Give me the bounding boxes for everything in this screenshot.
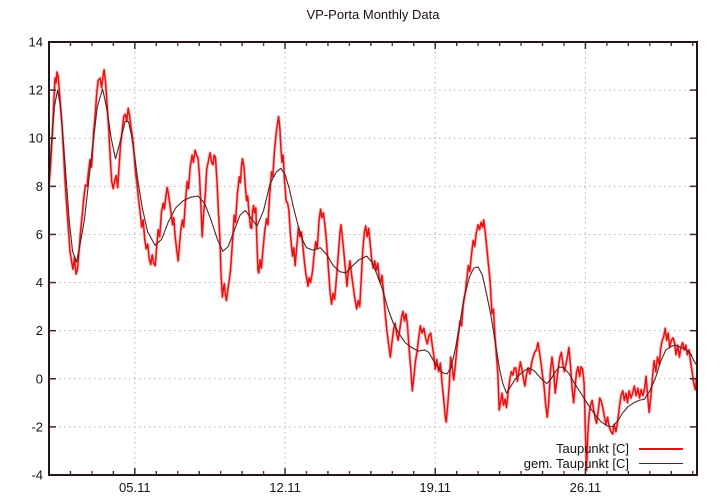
x-tick-label: 26.11: [570, 480, 602, 495]
y-tick-label: 12: [29, 83, 43, 98]
legend-row-gem-taupunkt: gem. Taupunkt [C]: [524, 456, 683, 471]
legend: Taupunkt [C] gem. Taupunkt [C]: [524, 441, 683, 471]
legend-line-gem-taupunkt: [639, 463, 683, 464]
data-series: [49, 68, 697, 472]
x-tick-label: 05.11: [119, 480, 151, 495]
plot-border: [48, 41, 698, 476]
y-tick-label: 0: [36, 371, 43, 386]
legend-label-taupunkt: Taupunkt [C]: [556, 441, 629, 456]
series-taupunkt: [49, 68, 697, 471]
y-tick-label: -4: [31, 468, 43, 483]
series-gem-taupunkt: [49, 88, 697, 428]
legend-line-taupunkt: [639, 447, 683, 450]
x-tick-label: 19.11: [419, 480, 451, 495]
y-tick-labels: -4 -2 0 2 4 6 8 10 12 14: [29, 35, 43, 483]
y-tick-label: 6: [36, 227, 43, 242]
legend-label-gem-taupunkt: gem. Taupunkt [C]: [523, 456, 629, 471]
series-taupunkt-halo: [49, 68, 697, 472]
y-tick-label: -2: [31, 419, 43, 434]
x-tick-label: 12.11: [269, 480, 301, 495]
y-tick-label: 8: [36, 179, 43, 194]
chart-title: VP-Porta Monthly Data: [306, 7, 440, 22]
y-tick-label: 14: [29, 35, 43, 50]
legend-row-taupunkt: Taupunkt [C]: [524, 441, 683, 456]
y-tick-label: 10: [29, 131, 43, 146]
y-tick-label: 4: [36, 275, 43, 290]
x-tick-labels: 05.11 12.11 19.11 26.11: [119, 480, 601, 495]
y-tick-label: 2: [36, 323, 43, 338]
